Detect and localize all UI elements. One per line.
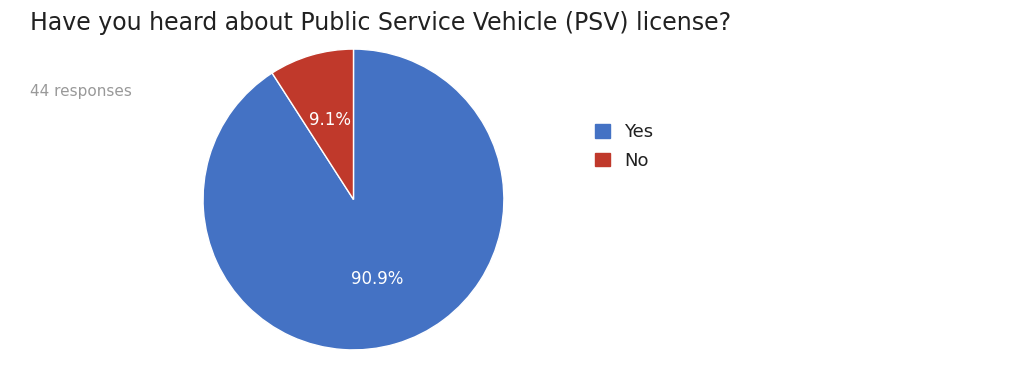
Text: 9.1%: 9.1% bbox=[309, 111, 351, 129]
Wedge shape bbox=[272, 49, 354, 200]
Text: 90.9%: 90.9% bbox=[351, 270, 403, 288]
Text: Have you heard about Public Service Vehicle (PSV) license?: Have you heard about Public Service Vehi… bbox=[30, 11, 731, 35]
Wedge shape bbox=[203, 49, 503, 350]
Text: 44 responses: 44 responses bbox=[30, 84, 132, 98]
Legend: Yes, No: Yes, No bbox=[595, 123, 653, 170]
